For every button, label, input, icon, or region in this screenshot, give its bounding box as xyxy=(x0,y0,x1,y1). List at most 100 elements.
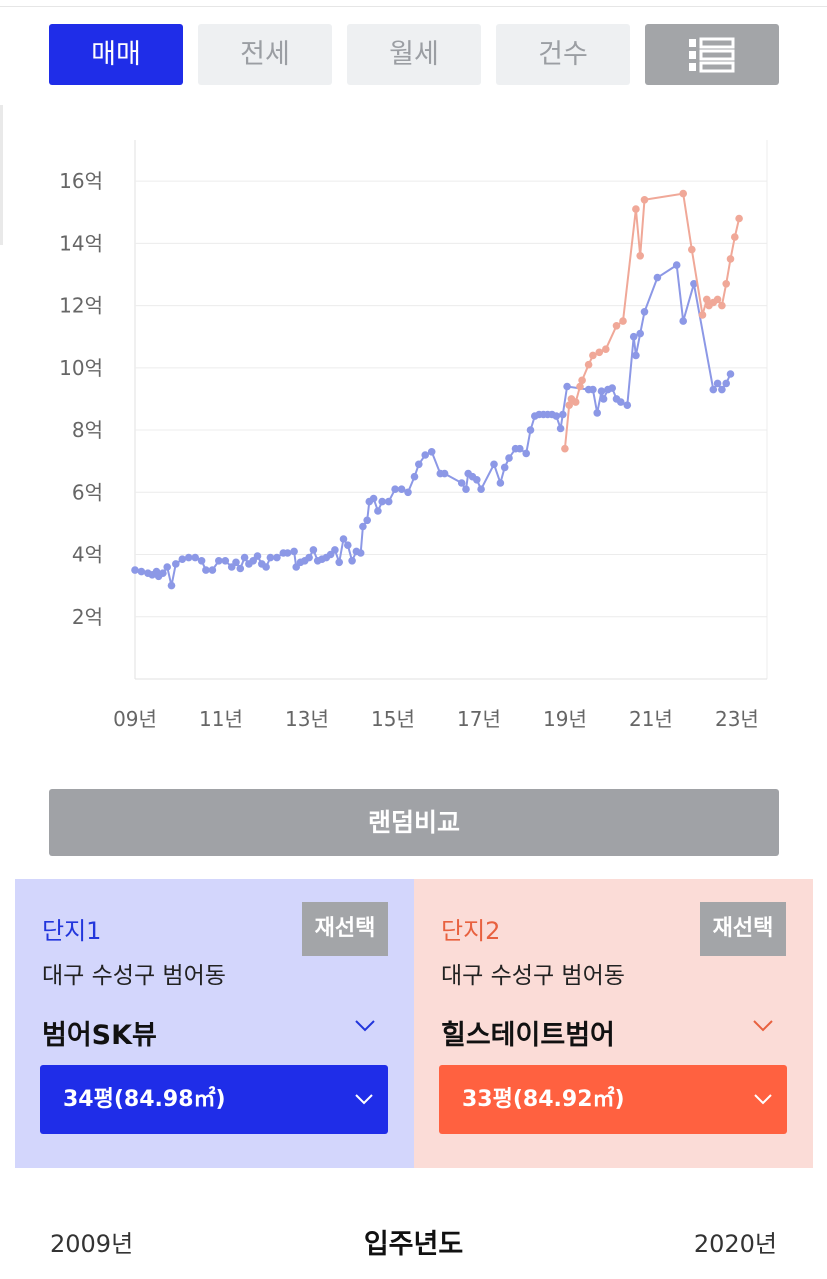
complex1-size-select[interactable]: 34평(84.98㎡) xyxy=(40,1065,388,1134)
data-point xyxy=(410,472,419,481)
data-point xyxy=(374,507,382,515)
data-point xyxy=(378,497,387,506)
data-point xyxy=(640,308,649,316)
data-point xyxy=(623,401,632,410)
complex2-size-select[interactable]: 33평(84.92㎡) xyxy=(439,1065,787,1134)
tab-monthly-rent[interactable]: 월세 xyxy=(347,24,481,85)
data-point xyxy=(440,469,449,478)
data-point xyxy=(584,360,593,369)
random-compare-button[interactable]: 랜덤비교 xyxy=(49,789,779,856)
complex2-name[interactable]: 힐스테이트범어 xyxy=(441,1020,615,1051)
series-line xyxy=(563,192,741,449)
data-point xyxy=(178,555,187,563)
tab-jeonse[interactable]: 전세 xyxy=(198,24,332,85)
data-point xyxy=(556,424,565,433)
data-point xyxy=(636,252,644,260)
data-point xyxy=(731,233,739,241)
data-point xyxy=(589,385,597,394)
x-tick-label: 15년 xyxy=(371,707,415,731)
chevron-down-icon[interactable] xyxy=(354,1019,376,1033)
data-point xyxy=(617,398,625,406)
data-point xyxy=(735,214,743,223)
data-point xyxy=(344,541,352,549)
data-point xyxy=(571,398,580,406)
data-point xyxy=(632,351,640,360)
list-view-button[interactable] xyxy=(645,24,779,85)
data-point xyxy=(490,460,498,469)
data-point xyxy=(597,387,606,396)
complex2-address: 대구 수성구 범어동 xyxy=(441,963,625,989)
data-point xyxy=(636,329,644,338)
data-point xyxy=(526,426,535,434)
data-point xyxy=(640,196,649,204)
data-point xyxy=(191,553,199,562)
data-point xyxy=(672,261,681,269)
price-chart: 2억 4억 6억 8억 10억 12억 14억 16억 09년 11년 13년 15년 17년 19년 2… xyxy=(59,140,768,731)
data-point xyxy=(589,351,597,360)
data-point xyxy=(726,255,735,263)
x-tick-label: 19년 xyxy=(543,707,587,731)
data-point xyxy=(404,488,412,497)
list-icon xyxy=(689,37,735,73)
data-point xyxy=(722,280,730,288)
series-1 xyxy=(131,261,735,590)
complex2-size-label: 33평(84.92㎡) xyxy=(462,1087,625,1112)
data-point xyxy=(653,273,662,282)
data-point xyxy=(359,522,367,531)
data-point xyxy=(266,553,275,562)
data-point xyxy=(473,476,481,484)
data-point xyxy=(137,567,146,576)
data-point xyxy=(688,245,696,254)
data-point xyxy=(397,485,406,494)
side-scroll-edge xyxy=(0,105,3,245)
data-point xyxy=(197,557,206,565)
data-point xyxy=(718,301,726,310)
data-point xyxy=(331,546,339,554)
chart-grid xyxy=(134,140,768,680)
data-point xyxy=(722,379,730,388)
data-point xyxy=(184,553,193,562)
x-tick-label: 21년 xyxy=(629,707,673,731)
data-point xyxy=(236,564,245,573)
tab-count[interactable]: 건수 xyxy=(496,24,630,85)
y-tick-label: 16억 xyxy=(59,169,103,193)
x-axis-ticks: 09년 11년 13년 15년 17년 19년 21년 23년 xyxy=(113,707,759,731)
complex1-reselect-button[interactable]: 재선택 xyxy=(302,902,388,956)
data-point xyxy=(561,444,569,453)
data-point xyxy=(262,563,270,571)
complex2-panel: 단지2 재선택 대구 수성구 범어동 힐스테이트범어 33평(84.92㎡) xyxy=(414,879,813,1168)
x-tick-label: 09년 xyxy=(113,707,157,731)
data-point xyxy=(718,385,726,394)
data-point xyxy=(703,295,711,304)
complex1-address: 대구 수성구 범어동 xyxy=(42,963,226,989)
data-point xyxy=(698,311,707,319)
complex2-reselect-button[interactable]: 재선택 xyxy=(700,902,786,956)
data-point xyxy=(131,566,139,574)
data-point xyxy=(602,345,610,353)
data-point xyxy=(305,553,313,562)
data-point xyxy=(632,205,640,213)
data-point xyxy=(496,479,505,487)
y-tick-label: 10억 xyxy=(59,356,103,380)
data-point xyxy=(421,451,430,459)
data-point xyxy=(427,448,436,456)
data-point xyxy=(309,546,318,554)
data-point xyxy=(348,557,356,565)
data-point xyxy=(202,566,210,574)
data-point xyxy=(679,317,687,325)
data-point xyxy=(163,563,171,571)
data-point xyxy=(273,553,281,562)
chevron-down-icon[interactable] xyxy=(752,1019,774,1033)
data-point xyxy=(253,552,262,560)
data-point xyxy=(713,295,722,304)
y-tick-label: 6억 xyxy=(72,480,103,504)
data-point xyxy=(563,382,571,391)
complex1-size-label: 34평(84.98㎡) xyxy=(63,1087,226,1112)
data-point xyxy=(384,497,393,506)
tab-sale[interactable]: 매매 xyxy=(49,24,183,85)
data-point xyxy=(552,412,561,420)
complex1-name[interactable]: 범어SK뷰 xyxy=(42,1020,157,1051)
data-point xyxy=(522,449,530,458)
data-point xyxy=(457,479,466,487)
series-2 xyxy=(561,189,743,453)
